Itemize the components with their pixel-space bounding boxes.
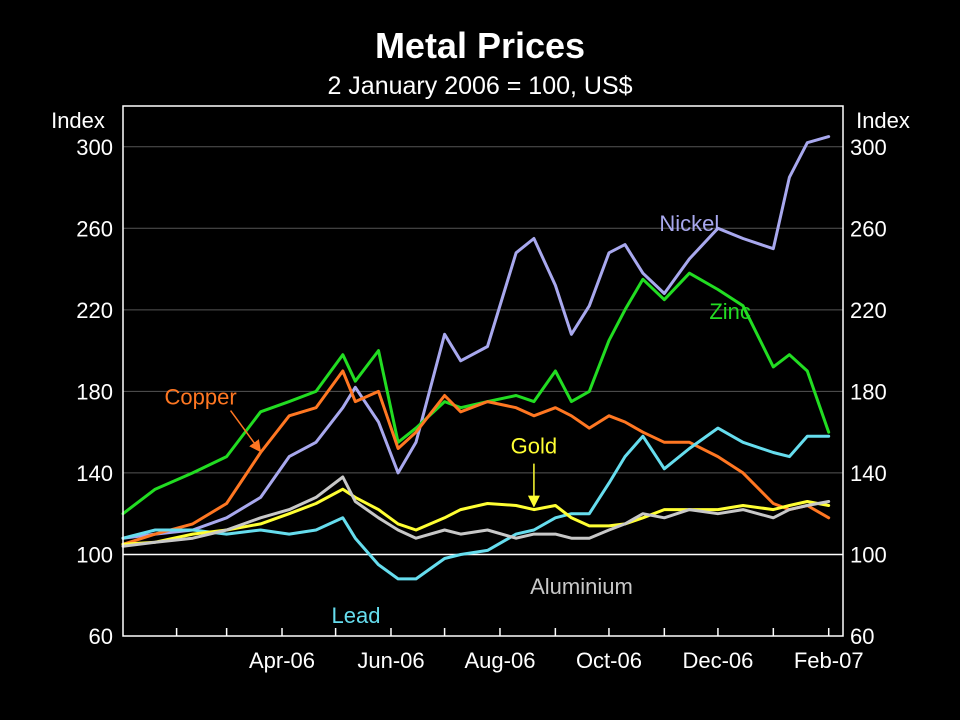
y-tick-label-right-140: 140 <box>850 461 887 486</box>
y-tick-label-right-180: 180 <box>850 379 887 404</box>
y-tick-label-right-300: 300 <box>850 135 887 160</box>
tick-group: 60 60 100 100 140 140 180 180 220 220 260 260 300 300… <box>76 135 886 673</box>
y-tick-label-left-140: 140 <box>76 461 113 486</box>
y-axis-label-right: Index <box>856 108 910 133</box>
y-tick-label-left-220: 220 <box>76 298 113 323</box>
series-label-nickel: Nickel <box>659 211 719 236</box>
series-line-copper <box>121 369 831 546</box>
y-axis-label-left: Index <box>51 108 105 133</box>
chart-title: Metal Prices <box>375 25 585 66</box>
x-tick-label-1: Jun-06 <box>357 648 424 673</box>
y-tick-label-left-100: 100 <box>76 542 113 567</box>
series-group <box>121 135 831 581</box>
y-tick-label-left-60: 60 <box>89 624 113 649</box>
x-tick-label-5: Feb-07 <box>794 648 864 673</box>
series-line-gold <box>121 487 831 546</box>
series-line-nickel <box>121 135 831 540</box>
series-line-zinc <box>121 271 831 516</box>
y-tick-label-right-100: 100 <box>850 542 887 567</box>
y-tick-label-left-260: 260 <box>76 216 113 241</box>
y-tick-label-left-180: 180 <box>76 379 113 404</box>
y-tick-label-right-60: 60 <box>850 624 874 649</box>
series-label-aluminium: Aluminium <box>530 574 633 599</box>
x-tick-label-4: Dec-06 <box>682 648 753 673</box>
series-line-lead <box>121 426 831 581</box>
x-tick-label-0: Apr-06 <box>249 648 315 673</box>
y-tick-label-left-300: 300 <box>76 135 113 160</box>
y-tick-label-right-260: 260 <box>850 216 887 241</box>
y-tick-label-right-220: 220 <box>850 298 887 323</box>
plot-frame <box>122 105 844 637</box>
series-label-copper: Copper <box>164 385 236 410</box>
x-tick-label-2: Aug-06 <box>464 648 535 673</box>
chart-subtitle: 2 January 2006 = 100, US$ <box>327 72 632 100</box>
series-label-gold: Gold <box>511 434 557 459</box>
x-tick-label-3: Oct-06 <box>576 648 642 673</box>
series-line-aluminium <box>121 475 831 548</box>
gridlines <box>123 146 843 474</box>
series-label-group: Nickel Zinc Copper Gold Aluminium Lead <box>164 211 750 628</box>
series-label-lead: Lead <box>332 603 381 628</box>
plot-frame-group <box>122 105 844 637</box>
copper-arrow <box>229 410 262 453</box>
series-label-zinc: Zinc <box>709 299 751 324</box>
